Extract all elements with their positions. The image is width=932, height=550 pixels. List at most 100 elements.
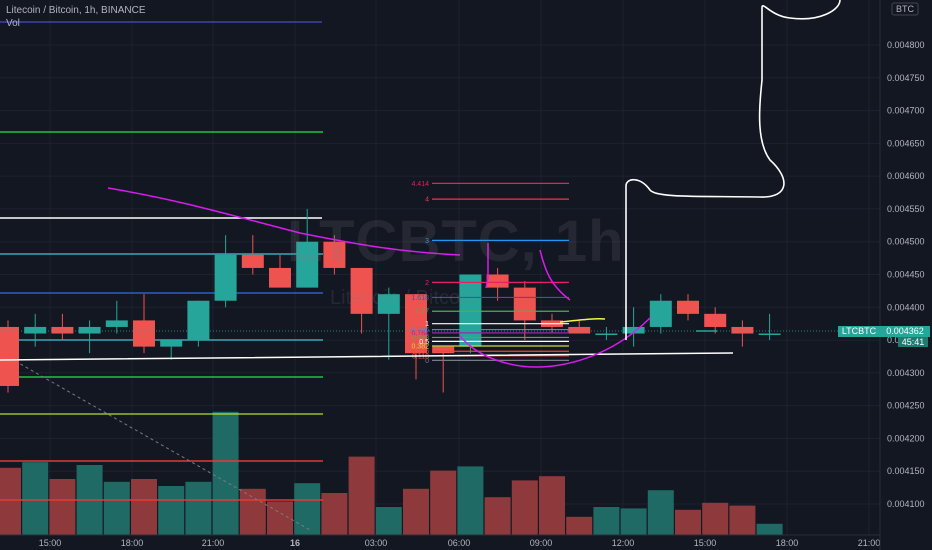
magenta-arc[interactable] [539, 249, 571, 301]
y-tick-label: 0.004600 [887, 171, 925, 181]
fib-level-label: 4 [425, 197, 429, 204]
fib-level-label: 2 [425, 280, 429, 287]
y-tick-label: 0.004200 [887, 433, 925, 443]
x-tick-label: 15:00 [39, 538, 62, 548]
price-label-symbol: LTCBTC [842, 326, 877, 336]
y-tick-label: 0.004500 [887, 237, 925, 247]
fib-level-label: 1.618 [411, 295, 429, 302]
candle-body [486, 274, 509, 288]
y-tick-label: 0.004800 [887, 40, 925, 50]
volume-bar [0, 467, 21, 535]
candle-body [568, 326, 591, 334]
volume-bar [375, 507, 402, 535]
x-tick-label: 16 [290, 538, 300, 548]
x-tick-label: 21:00 [202, 538, 225, 548]
volume-bar [647, 490, 674, 535]
volume-bar [22, 462, 49, 535]
volume-bar [49, 479, 76, 535]
fib-level-label: 3 [425, 238, 429, 245]
candles [0, 208, 781, 393]
candle-body [187, 300, 210, 341]
volume-bar [185, 481, 212, 535]
candle-body [405, 294, 427, 354]
fib-extension[interactable]: 4.414 4 3 2 1.618 1.27 10.7860.7640.6180.50.38… [411, 181, 569, 365]
price-label-value: 0.004362 [886, 326, 924, 336]
candle-body [704, 313, 727, 327]
volume-bar [511, 480, 538, 535]
y-tick-label: 0.004700 [887, 106, 925, 116]
candle-body [350, 267, 373, 314]
fib-level-label: 0.382 [411, 343, 429, 350]
candle-body [459, 274, 482, 347]
price-axis[interactable]: 0.004800 0.004750 0.004700 0.004650 0.004600… [887, 40, 925, 509]
y-tick-label: 0.004400 [887, 302, 925, 312]
name-watermark: Litecoin / Bitcoin [330, 287, 476, 309]
fib-level-label: 0 [425, 358, 429, 365]
time-axis[interactable]: 15:00 18:00 21:00 16 03:00 06:00 09:00 12:00 15:… [0, 534, 881, 548]
price-label[interactable]: LTCBTC 0.004362 45:41 [838, 326, 930, 347]
candle-body [0, 326, 19, 386]
candle-body [758, 333, 781, 336]
white-freehand[interactable] [625, 0, 841, 340]
candle-body [214, 254, 237, 301]
candle-body [269, 267, 291, 288]
x-tick-label: 18:00 [121, 538, 144, 548]
fib-level-label: 0.118 [412, 353, 429, 360]
fib-level-label: 0.236 [411, 349, 429, 356]
y-tick-label: 0.004650 [887, 138, 925, 148]
candle-body [105, 320, 128, 327]
candle-body [677, 300, 699, 314]
symbol-line[interactable]: Litecoin / Bitcoin, 1h, BINANCE [6, 5, 146, 16]
fib-level-label: 1.27 [415, 309, 429, 316]
fib-level-label: 0.764 [411, 330, 429, 337]
volume-bar [430, 470, 457, 535]
candle-body [296, 241, 319, 288]
volume-bar [321, 493, 348, 535]
chart-header: Litecoin / Bitcoin, 1h, BINANCE Vol [6, 4, 146, 30]
horizontal-lines [0, 21, 323, 531]
fib-level-label: 0.5 [419, 339, 429, 346]
yellow-line[interactable] [559, 318, 606, 323]
candle-body [241, 254, 264, 268]
fib-level-label: 1 [425, 321, 429, 328]
fib-level-label: 4.414 [411, 181, 429, 188]
candle-body [595, 333, 618, 336]
x-tick-label: 06:00 [448, 538, 471, 548]
volume-bars [0, 411, 783, 535]
magenta-bowl[interactable] [459, 317, 651, 368]
magenta-curve[interactable] [107, 187, 461, 256]
volume-bar [294, 483, 321, 535]
trend-line-dashed[interactable] [9, 357, 311, 531]
candle-body [622, 326, 645, 334]
volume-bar [484, 497, 511, 535]
currency-badge[interactable]: BTC [891, 2, 919, 16]
volume-bar [239, 488, 266, 535]
x-tick-label: 09:00 [530, 538, 553, 548]
y-tick-label: 0.004150 [887, 466, 925, 476]
fib-level-label: 0.786 [411, 327, 429, 334]
x-tick-label: 12:00 [612, 538, 635, 548]
volume-bar [212, 411, 239, 535]
x-tick-label: 18:00 [776, 538, 799, 548]
volume-bar [158, 486, 185, 535]
magenta-vertical[interactable] [485, 243, 489, 289]
candle-body [24, 326, 47, 334]
y-tick-label: 0.004250 [887, 401, 925, 411]
x-tick-label: 15:00 [694, 538, 717, 548]
candle-body [432, 346, 455, 354]
volume-bar [267, 501, 293, 535]
candle-body [78, 326, 101, 334]
y-tick-label: 0.004300 [887, 368, 925, 378]
x-tick-label: 21:00 [858, 538, 881, 548]
y-tick-label: 0.004450 [887, 270, 925, 280]
volume-bar [675, 509, 701, 535]
volume-bar [457, 466, 484, 535]
y-tick-label: 0.004550 [887, 204, 925, 214]
volume-bar [593, 507, 620, 535]
vol-label[interactable]: Vol [6, 18, 20, 29]
candle-body [133, 320, 155, 347]
y-tick-label: 0.004750 [887, 73, 925, 83]
x-tick-label: 03:00 [365, 538, 388, 548]
candle-body [51, 326, 74, 334]
